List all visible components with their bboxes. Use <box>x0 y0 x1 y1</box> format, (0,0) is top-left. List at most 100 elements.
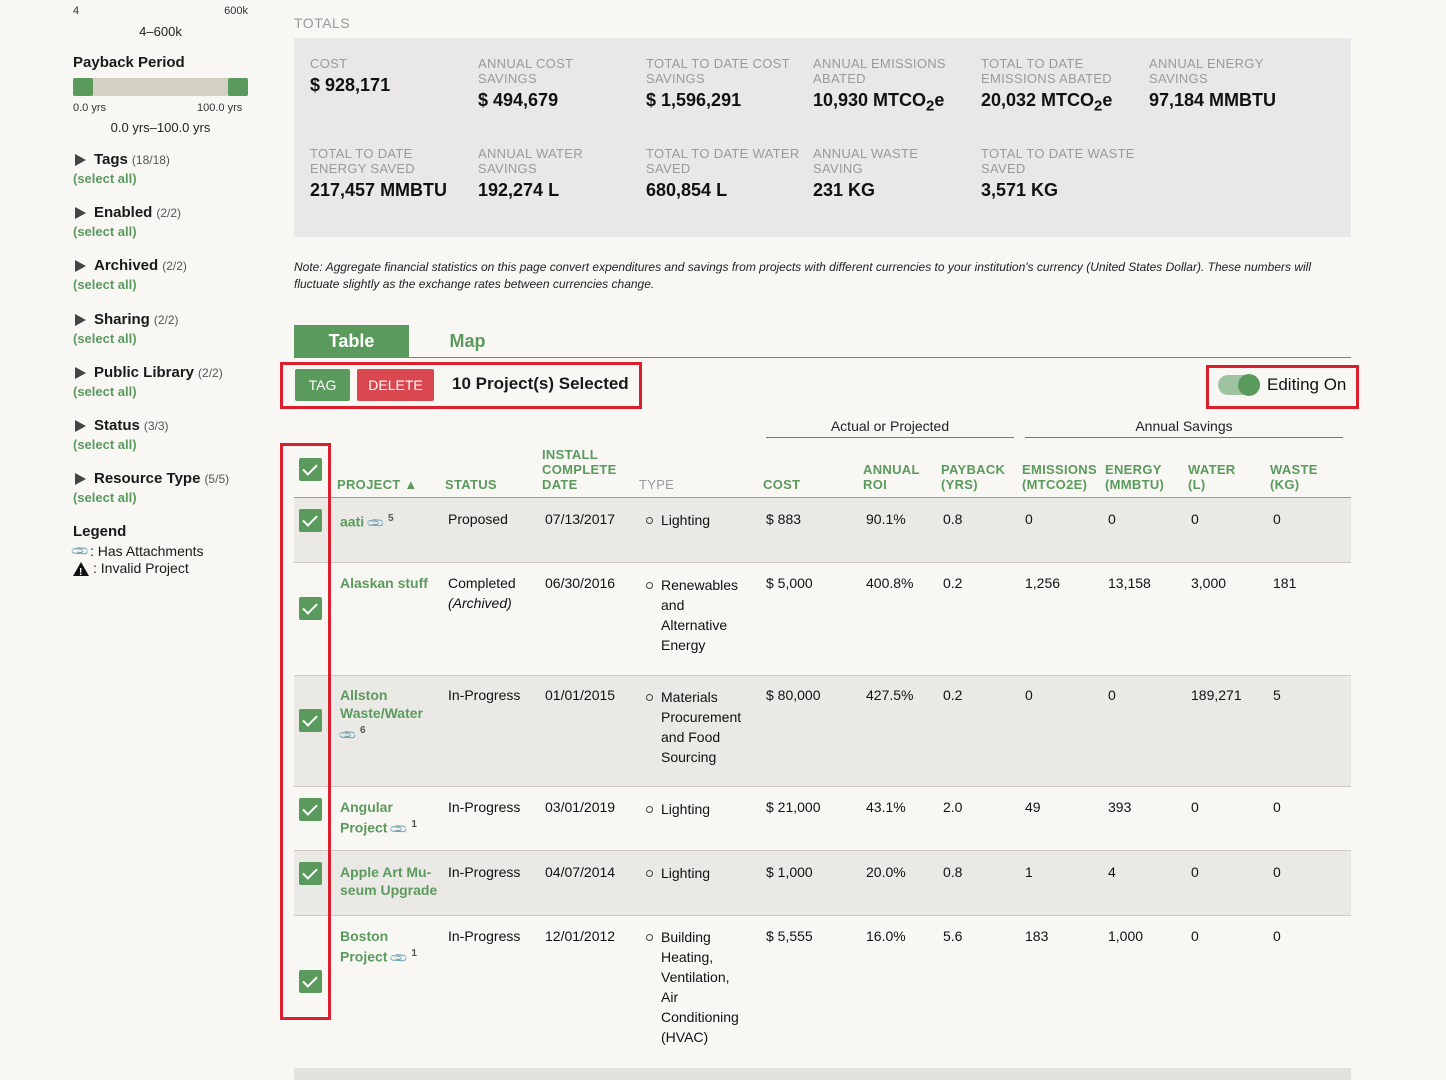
select-all-link[interactable]: (select all) <box>73 331 137 346</box>
date-cell: 04/07/2014 <box>545 864 616 880</box>
project-link[interactable]: Apple Art Mu- seum Upgrade <box>340 863 440 899</box>
payback-cell: 5.6 <box>943 928 963 944</box>
expand-triangle-icon[interactable] <box>75 313 86 326</box>
status-text: Completed <box>448 575 516 591</box>
select-all-link[interactable]: (select all) <box>73 490 137 505</box>
header-waste[interactable]: WASTE (KG) <box>1270 462 1318 492</box>
filter-title[interactable]: Archived <box>94 257 159 274</box>
cost-cell: $ 1,000 <box>766 864 813 880</box>
stat-label: TOTAL TO DATE EMISSIONS ABATED <box>981 56 1112 86</box>
status-cell: Proposed <box>448 511 508 527</box>
project-name-line[interactable]: Project <box>340 948 388 965</box>
emissions-cell: 49 <box>1025 799 1041 815</box>
header-line: (YRS) <box>941 477 978 492</box>
select-all-link[interactable]: (select all) <box>73 224 137 239</box>
project-link[interactable]: aati 📎 5 <box>340 510 440 532</box>
payback-period-title: Payback Period <box>73 54 185 71</box>
project-name-line[interactable]: Allston <box>340 687 388 703</box>
header-line: ENERGY <box>1105 462 1162 477</box>
stat-value-suffix: e <box>1102 90 1113 110</box>
filter-archived[interactable]: Archived (2/2) (select all) <box>73 257 187 292</box>
row-checkbox[interactable] <box>299 970 322 993</box>
type-cell: Lighting <box>646 510 751 530</box>
stat-label: ANNUAL WASTE SAVING <box>813 146 919 176</box>
filter-status[interactable]: Status (3/3) (select all) <box>73 417 169 452</box>
select-all-checkbox[interactable] <box>299 458 322 481</box>
filter-enabled[interactable]: Enabled (2/2) (select all) <box>73 204 181 239</box>
project-name-line[interactable]: seum Upgrade <box>340 882 438 898</box>
row-divider <box>294 675 1351 676</box>
tab-map[interactable]: Map <box>449 331 486 351</box>
payback-slider-max-handle[interactable] <box>228 78 248 96</box>
row-checkbox[interactable] <box>299 509 322 532</box>
header-cost[interactable]: COST <box>763 477 801 492</box>
type-cell: Lighting <box>646 799 751 819</box>
date-cell: 06/30/2016 <box>545 575 616 591</box>
payback-slider-min-handle[interactable] <box>73 78 93 96</box>
delete-button[interactable]: DELETE <box>357 369 434 401</box>
expand-triangle-icon[interactable] <box>75 366 86 379</box>
project-link[interactable]: Boston Project 📎 1 <box>340 927 440 968</box>
select-all-link[interactable]: (select all) <box>73 171 137 186</box>
header-line: WATER <box>1188 462 1236 477</box>
stat-total-emissions: TOTAL TO DATE EMISSIONS ABATED 20,032 MT… <box>981 56 1136 115</box>
tag-button[interactable]: TAG <box>295 369 350 401</box>
stat-value-sub: 2 <box>1094 97 1103 115</box>
row-checkbox[interactable] <box>299 798 322 821</box>
select-all-link[interactable]: (select all) <box>73 277 137 292</box>
table-row-bg <box>294 498 1351 562</box>
row-checkbox[interactable] <box>299 597 322 620</box>
filter-resource-type[interactable]: Resource Type (5/5) (select all) <box>73 470 229 505</box>
filter-title[interactable]: Enabled <box>94 204 153 221</box>
header-energy[interactable]: ENERGY (MMBTU) <box>1105 462 1164 492</box>
filter-sharing[interactable]: Sharing (2/2) (select all) <box>73 311 179 346</box>
type-line: Heating, <box>661 949 714 965</box>
filter-tags[interactable]: Tags (18/18) (select all) <box>73 151 170 186</box>
stat-value: $ 928,171 <box>310 75 391 95</box>
payback-slider[interactable] <box>73 78 248 96</box>
row-checkbox[interactable] <box>299 862 322 885</box>
filter-count: (3/3) <box>143 418 169 433</box>
tab-table[interactable]: Table <box>294 325 409 357</box>
project-name[interactable]: aati <box>340 513 365 530</box>
expand-triangle-icon[interactable] <box>75 259 86 272</box>
filter-public-library[interactable]: Public Library (2/2) (select all) <box>73 364 223 399</box>
expand-triangle-icon[interactable] <box>75 206 86 219</box>
header-payback[interactable]: PAYBACK (YRS) <box>941 462 1005 492</box>
project-link[interactable]: Allston Waste/Water 📎 6 <box>337 686 440 745</box>
expand-triangle-icon[interactable] <box>75 472 86 485</box>
date-cell: 07/13/2017 <box>545 511 616 527</box>
header-project[interactable]: PROJECT ▲ <box>337 477 418 492</box>
paperclip-icon: 📎 <box>365 512 386 533</box>
project-link[interactable]: Alaskan stuff <box>340 574 440 592</box>
range-min-label: 4 <box>73 5 80 17</box>
project-link[interactable]: Angular Project 📎 1 <box>340 798 440 839</box>
header-roi[interactable]: ANNUAL ROI <box>863 462 920 492</box>
editing-toggle[interactable] <box>1218 374 1260 396</box>
project-name[interactable]: Alaskan stuff <box>340 575 428 591</box>
filter-title[interactable]: Sharing <box>94 311 150 328</box>
filter-title[interactable]: Tags <box>94 151 128 168</box>
project-name-line[interactable]: Angular <box>340 799 393 815</box>
editing-label: Editing On <box>1267 375 1347 394</box>
filter-title[interactable]: Public Library <box>94 364 195 381</box>
expand-triangle-icon[interactable] <box>75 153 86 166</box>
row-checkbox[interactable] <box>299 709 322 732</box>
filter-title[interactable]: Resource Type <box>94 470 201 487</box>
select-all-link[interactable]: (select all) <box>73 437 137 452</box>
expand-triangle-icon[interactable] <box>75 419 86 432</box>
project-name-line[interactable]: Apple Art Mu- <box>340 864 432 880</box>
header-water[interactable]: WATER (L) <box>1188 462 1235 492</box>
header-status[interactable]: STATUS <box>445 477 497 492</box>
emissions-cell: 183 <box>1025 928 1049 944</box>
header-install-date[interactable]: INSTALL COMPLETE DATE <box>542 447 617 492</box>
stat-annual-cost-savings: ANNUAL COST SAVINGS $ 494,679 <box>478 56 633 111</box>
project-name-line[interactable]: Waste/Water <box>340 705 423 721</box>
header-emissions[interactable]: EMISSIONS (MTCO2E) <box>1022 462 1097 492</box>
project-name-line[interactable]: Boston <box>340 928 389 944</box>
project-name-line[interactable]: Project <box>340 819 388 836</box>
filter-title[interactable]: Status <box>94 417 140 434</box>
type-line: (HVAC) <box>661 1029 709 1045</box>
select-all-link[interactable]: (select all) <box>73 384 137 399</box>
toggle-knob[interactable] <box>1238 374 1260 396</box>
